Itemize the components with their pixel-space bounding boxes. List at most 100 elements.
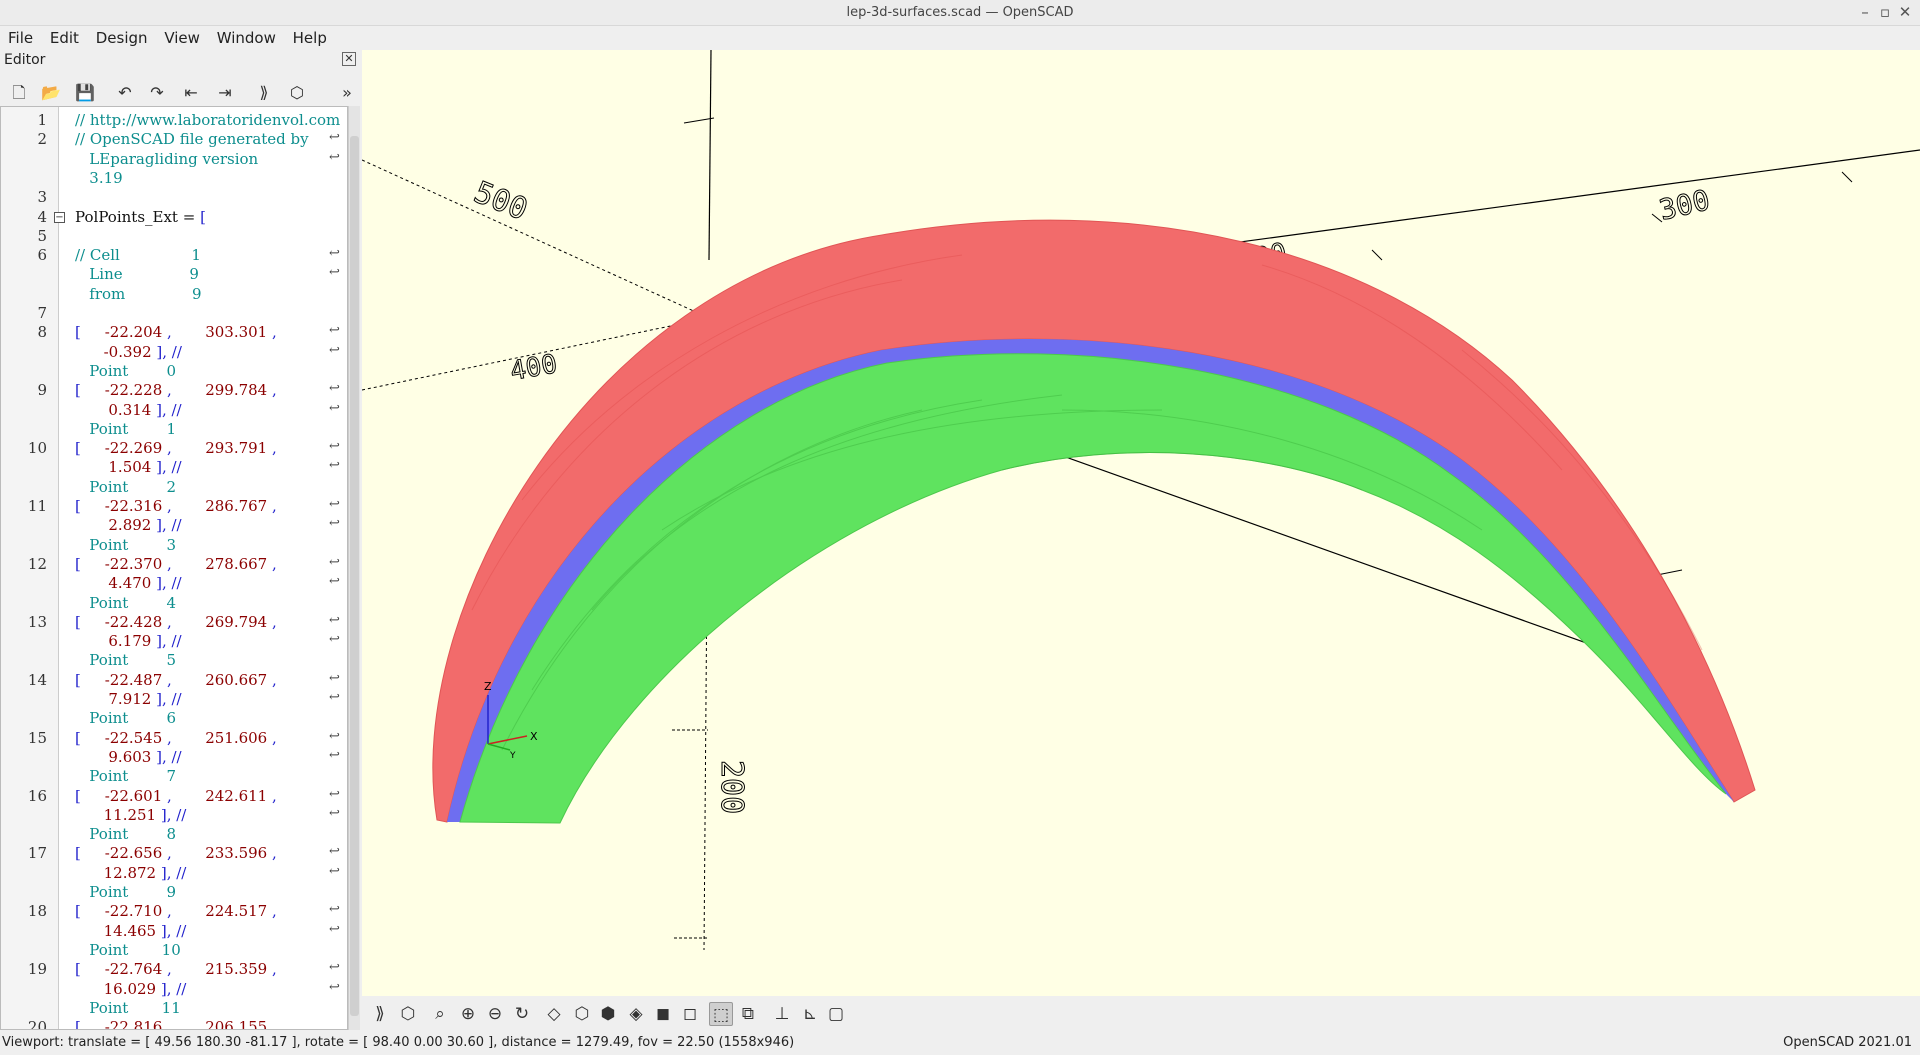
wing-cell-lines: [471, 254, 1703, 651]
preview-button-icon[interactable]: ⟫: [375, 1004, 385, 1024]
orthogonal-icon[interactable]: ⧉: [741, 1004, 755, 1024]
code-token: [: [75, 612, 105, 631]
perspective-icon[interactable]: ⬚: [709, 1002, 733, 1026]
code-editor[interactable]: 1 2 3 4 5 6 7 8 9 10 11 12 13 14 15 16 17 18 19 20 // http:…: [0, 106, 348, 1030]
show-scale-markers-icon[interactable]: ⊾: [802, 1004, 818, 1024]
code-token: [: [75, 439, 105, 458]
undo-icon[interactable]: ↶: [118, 83, 132, 102]
editor-close-icon[interactable]: ✕: [342, 52, 356, 66]
preview-icon[interactable]: ⟫: [259, 83, 269, 102]
code-token: [: [75, 728, 105, 747]
fold-toggle-icon[interactable]: −: [54, 211, 65, 223]
code-line: // OpenSCAD file generated by: [75, 130, 309, 148]
code-token: [: [75, 1018, 105, 1030]
show-axes-icon[interactable]: ⊥: [774, 1004, 790, 1024]
code-token: 260.667: [205, 670, 268, 689]
maximize-icon[interactable]: ▫: [1879, 3, 1891, 21]
wrap-indicator-icon: ↩: [329, 786, 340, 802]
line-number: 9: [37, 381, 47, 400]
code-line: Point 4: [75, 594, 176, 612]
menu-window[interactable]: Window: [216, 29, 276, 47]
code-token: ,: [267, 497, 277, 515]
zoom-in-icon[interactable]: ⊕: [460, 1004, 476, 1024]
more-tools-icon[interactable]: »: [342, 83, 352, 102]
wrap-indicator-icon: ↩: [329, 632, 340, 648]
code-token: ,: [162, 670, 206, 689]
editor-scrollbar[interactable]: [348, 106, 360, 1030]
render-icon[interactable]: ⬡: [290, 83, 304, 102]
view-left-icon[interactable]: ◈: [629, 1004, 643, 1024]
code-line: [ -22.764 , 215.359 ,: [75, 960, 277, 978]
code-token: LEparagliding version: [75, 149, 259, 168]
view-bottom-icon[interactable]: ⬢: [600, 1004, 616, 1024]
viewport-toolbar: ⟫ ⬡ ⌕ ⊕ ⊖ ↻ ◇ ⬡ ⬢ ◈ ◼ ◻ ⬚ ⧉ ⊥ ⊾ ▢: [362, 996, 1920, 1030]
menu-file[interactable]: File: [8, 29, 34, 47]
minimize-icon[interactable]: –: [1861, 3, 1869, 21]
unindent-icon[interactable]: ⇤: [184, 83, 198, 102]
code-token: ,: [267, 960, 277, 979]
view-right-icon[interactable]: ◇: [547, 1004, 561, 1024]
code-token: ,: [267, 323, 277, 342]
code-token: ,: [267, 844, 277, 863]
code-line: [ -22.228 , 299.784 ,: [75, 381, 277, 399]
code-token: Line 9: [75, 265, 199, 284]
code-line: Point 6: [75, 709, 176, 727]
code-token: [: [75, 381, 105, 400]
code-line: PolPoints_Ext = [: [75, 208, 206, 226]
line-number: 17: [27, 844, 47, 863]
line-number: 8: [37, 323, 47, 342]
zoom-out-icon[interactable]: ⊖: [487, 1004, 503, 1024]
view-top-icon[interactable]: ⬡: [574, 1004, 590, 1024]
code-line: 9.603 ], //: [75, 748, 181, 766]
code-token: 269.794: [205, 612, 268, 631]
code-line: 1.504 ], //: [75, 458, 181, 476]
code-token: [: [200, 207, 206, 226]
wrap-indicator-icon: ↩: [329, 265, 340, 281]
wrap-indicator-icon: ↩: [329, 728, 340, 744]
new-file-icon[interactable]: 🗋: [12, 83, 26, 102]
code-line: Point 3: [75, 536, 176, 554]
menu-design[interactable]: Design: [95, 29, 148, 47]
code-token: PolPoints_Ext =: [75, 207, 201, 226]
open-file-icon[interactable]: 📂: [41, 83, 61, 102]
reset-view-icon[interactable]: ↻: [514, 1004, 530, 1024]
code-token: ], //: [151, 342, 182, 361]
view-front-icon[interactable]: ◼: [655, 1004, 671, 1024]
save-file-icon[interactable]: 💾: [75, 83, 95, 102]
code-token: -22.545: [104, 728, 163, 747]
show-edges-icon[interactable]: ▢: [827, 1004, 845, 1024]
wrap-indicator-icon: ↩: [329, 554, 340, 570]
close-icon[interactable]: ✕: [1898, 3, 1912, 21]
code-token: ], //: [156, 921, 187, 940]
code-token: -0.392: [75, 342, 152, 361]
menu-edit[interactable]: Edit: [49, 29, 79, 47]
code-token: ,: [267, 1018, 277, 1030]
wrap-indicator-icon: ↩: [329, 612, 340, 628]
line-number: 2: [37, 130, 47, 149]
3d-viewport[interactable]: 500 300 400 200 100 200: [362, 50, 1920, 996]
code-token: -22.656: [104, 844, 163, 863]
code-token: ,: [267, 902, 277, 921]
code-token: ,: [162, 728, 206, 747]
menu-help[interactable]: Help: [292, 29, 327, 47]
code-token: ,: [162, 554, 206, 573]
code-token: Point 0: [75, 361, 176, 380]
code-token: Point 11: [75, 998, 181, 1017]
code-token: 7.912: [75, 690, 152, 708]
code-token: 11.251: [75, 805, 157, 824]
editor-scroll-thumb[interactable]: [350, 136, 359, 1016]
wrap-indicator-icon: ↩: [329, 844, 340, 860]
render-button-icon[interactable]: ⬡: [400, 1004, 416, 1024]
code-line: // http://www.laboratoridenvol.com: [75, 111, 340, 129]
redo-icon[interactable]: ↷: [150, 83, 164, 102]
view-back-icon[interactable]: ◻: [682, 1004, 698, 1024]
view-all-icon[interactable]: ⌕: [435, 1004, 445, 1024]
code-line: Point 10: [75, 941, 180, 959]
code-token: 6.179: [75, 632, 152, 651]
code-line: Point 9: [75, 883, 176, 901]
wrap-indicator-icon: ↩: [329, 342, 340, 358]
menu-view[interactable]: View: [164, 29, 200, 47]
axis-tick: [1841, 171, 1853, 183]
indent-icon[interactable]: ⇥: [218, 83, 232, 102]
code-line: Point 0: [75, 362, 176, 380]
